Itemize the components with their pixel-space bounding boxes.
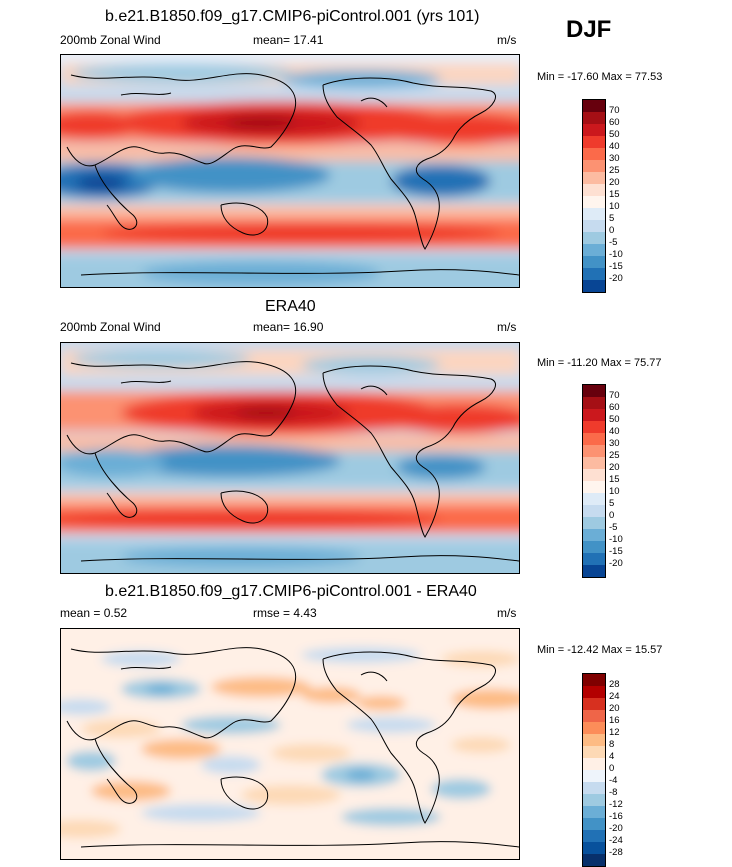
panel-title: ERA40 [265, 298, 316, 315]
colorbar-tick-label: 0 [609, 510, 615, 521]
panel-minmax: Min = -17.60 Max = 77.53 [537, 71, 663, 83]
colorbar-tick-label: -12 [609, 799, 623, 810]
colorbar-tick-label: 60 [609, 117, 620, 128]
colorbar-tick-label: 8 [609, 739, 615, 750]
colorbar-tick-label: -20 [609, 273, 623, 284]
colorbar-tick-label: 60 [609, 402, 620, 413]
panel-mean-label: mean= 16.90 [253, 320, 324, 334]
colorbar-absolute-1 [582, 99, 606, 293]
colorbar-tick-label: -5 [609, 237, 618, 248]
colorbar-tick-label: -16 [609, 811, 623, 822]
colorbar-tick-label: -20 [609, 558, 623, 569]
colorbar-tick-label: 30 [609, 153, 620, 164]
colorbar-tick-label: 12 [609, 727, 620, 738]
colorbar-tick-label: 20 [609, 462, 620, 473]
colorbar-difference [582, 673, 606, 867]
panel-left-label: 200mb Zonal Wind [60, 320, 161, 334]
colorbar-tick-label: 28 [609, 679, 620, 690]
panel-rmse-label: rmse = 4.43 [253, 606, 317, 620]
colorbar-tick-label: -4 [609, 775, 618, 786]
panel-units: m/s [497, 606, 517, 620]
panel-units: m/s [497, 320, 517, 334]
colorbar-tick-label: 10 [609, 486, 620, 497]
colorbar-tick-label: 0 [609, 763, 615, 774]
colorbar-tick-label: 40 [609, 141, 620, 152]
panel-title: b.e21.B1850.f09_g17.CMIP6-piControl.001 … [105, 583, 477, 600]
colorbar-tick-label: -24 [609, 835, 623, 846]
panel-units: m/s [497, 33, 517, 47]
panel-left-label: mean = 0.52 [60, 606, 128, 620]
colorbar-tick-label: 70 [609, 105, 620, 116]
colorbar-labels-2: 70 60 50 40 30 25 20 15 10 5 0 -5 -10 -1… [609, 384, 639, 578]
colorbar-tick-label: 24 [609, 691, 620, 702]
colorbar-labels-difference: 28 24 20 16 12 8 4 0 -4 -8 -12 -16 -20 -… [609, 673, 639, 867]
colorbar-tick-label: 70 [609, 390, 620, 401]
colorbar-tick-label: -8 [609, 787, 618, 798]
colorbar-tick-label: 5 [609, 498, 615, 509]
colorbar-tick-label: -15 [609, 261, 623, 272]
colorbar-tick-label: 16 [609, 715, 620, 726]
panel-minmax: Min = -11.20 Max = 75.77 [537, 357, 662, 369]
panel-mean-label: mean= 17.41 [253, 33, 324, 47]
colorbar-tick-label: 30 [609, 438, 620, 449]
colorbar-tick-label: 4 [609, 751, 615, 762]
colorbar-tick-label: -15 [609, 546, 623, 557]
season-label: DJF [566, 16, 612, 43]
zonal-wind-difference-map [60, 628, 520, 860]
colorbar-absolute-2 [582, 384, 606, 578]
colorbar-tick-label: 40 [609, 426, 620, 437]
zonal-wind-map-era40 [60, 342, 520, 574]
colorbar-tick-label: 5 [609, 213, 615, 224]
colorbar-tick-label: 20 [609, 703, 620, 714]
colorbar-tick-label: -28 [609, 847, 623, 858]
colorbar-tick-label: 15 [609, 474, 620, 485]
panel-minmax: Min = -12.42 Max = 15.57 [537, 644, 663, 656]
colorbar-tick-label: -5 [609, 522, 618, 533]
colorbar-tick-label: 0 [609, 225, 615, 236]
colorbar-tick-label: -10 [609, 534, 623, 545]
colorbar-tick-label: 20 [609, 177, 620, 188]
colorbar-tick-label: 50 [609, 414, 620, 425]
panel-title: b.e21.B1850.f09_g17.CMIP6-piControl.001 … [105, 8, 480, 25]
colorbar-tick-label: 15 [609, 189, 620, 200]
colorbar-tick-label: 10 [609, 201, 620, 212]
zonal-wind-map-model [60, 54, 520, 288]
colorbar-tick-label: -10 [609, 249, 623, 260]
panel-left-label: 200mb Zonal Wind [60, 33, 161, 47]
colorbar-tick-label: -20 [609, 823, 623, 834]
colorbar-tick-label: 25 [609, 450, 620, 461]
colorbar-tick-label: 50 [609, 129, 620, 140]
colorbar-tick-label: 25 [609, 165, 620, 176]
colorbar-labels-1: 70 60 50 40 30 25 20 15 10 5 0 -5 -10 -1… [609, 99, 639, 293]
